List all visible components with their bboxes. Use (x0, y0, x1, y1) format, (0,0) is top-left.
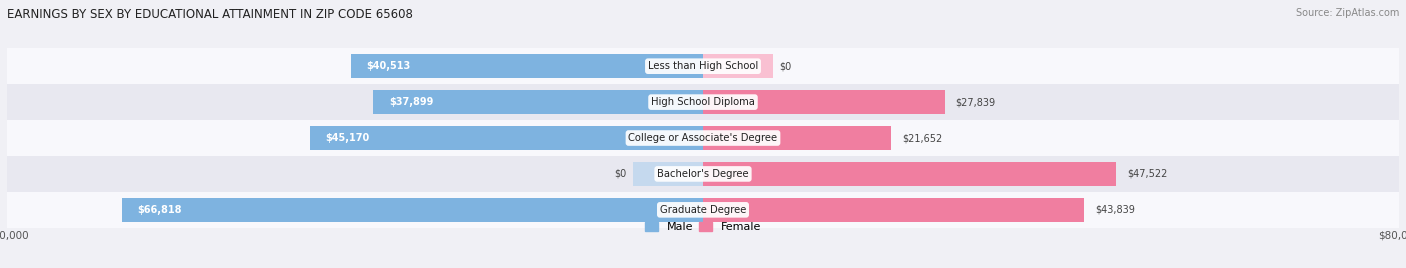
Text: Less than High School: Less than High School (648, 61, 758, 71)
Text: College or Associate's Degree: College or Associate's Degree (628, 133, 778, 143)
Bar (350, 54, 703, 79)
Bar (703, 90, 945, 114)
Bar (311, 126, 703, 150)
Text: $27,839: $27,839 (956, 97, 995, 107)
Text: $40,513: $40,513 (366, 61, 411, 71)
Text: $37,899: $37,899 (389, 97, 433, 107)
Bar (122, 198, 703, 222)
Text: $66,818: $66,818 (138, 205, 181, 215)
Bar (7, 84, 1399, 120)
Bar (373, 90, 703, 114)
Bar (633, 162, 703, 186)
Text: $43,839: $43,839 (1095, 205, 1135, 215)
Text: $47,522: $47,522 (1126, 169, 1167, 179)
Bar (7, 120, 1399, 156)
Text: Bachelor's Degree: Bachelor's Degree (657, 169, 749, 179)
Text: Source: ZipAtlas.com: Source: ZipAtlas.com (1295, 8, 1399, 18)
Text: $0: $0 (779, 61, 792, 71)
Text: EARNINGS BY SEX BY EDUCATIONAL ATTAINMENT IN ZIP CODE 65608: EARNINGS BY SEX BY EDUCATIONAL ATTAINMEN… (7, 8, 413, 21)
Bar (7, 192, 1399, 228)
Text: $21,652: $21,652 (901, 133, 942, 143)
Text: $0: $0 (614, 169, 627, 179)
Bar (7, 156, 1399, 192)
Text: $45,170: $45,170 (326, 133, 370, 143)
Text: High School Diploma: High School Diploma (651, 97, 755, 107)
Text: Graduate Degree: Graduate Degree (659, 205, 747, 215)
Bar (703, 54, 773, 79)
Legend: Male, Female: Male, Female (640, 217, 766, 237)
Bar (703, 126, 891, 150)
Bar (703, 198, 1084, 222)
Bar (703, 162, 1116, 186)
Bar (7, 48, 1399, 84)
